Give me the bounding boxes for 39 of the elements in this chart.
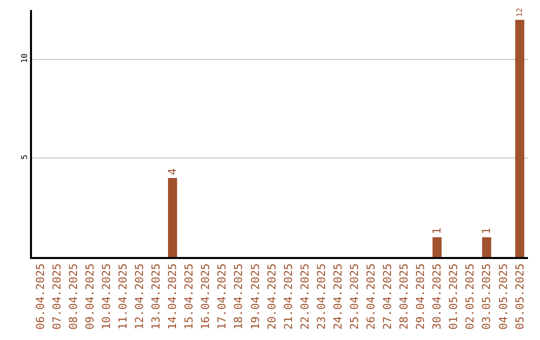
x-tick-label: 10.04.2025 (100, 263, 113, 330)
x-tick-label: 15.04.2025 (182, 263, 196, 330)
x-tick-label: 22.04.2025 (298, 263, 312, 330)
x-tick-label: 05.05.2025 (513, 263, 526, 330)
x-tick-label: 20.04.2025 (265, 263, 278, 330)
x-tick-label: 02.05.2025 (464, 263, 477, 330)
bar (482, 237, 492, 257)
data-label: 4 (166, 168, 180, 175)
x-tick-label: 01.05.2025 (447, 263, 460, 330)
data-label: 1 (430, 228, 444, 234)
x-tick-label: 27.04.2025 (381, 263, 394, 330)
x-tick-label: 04.05.2025 (496, 263, 510, 330)
x-tick-label: 28.04.2025 (398, 263, 411, 330)
x-tick-label: 23.04.2025 (314, 263, 328, 330)
x-tick-label: 24.04.2025 (331, 263, 344, 330)
bar (168, 178, 178, 257)
y-tick-label: 5 (20, 154, 29, 160)
x-tick-label: 06.04.2025 (34, 263, 47, 330)
x-tick-label: 11.04.2025 (116, 263, 130, 330)
x-tick-label: 08.04.2025 (66, 263, 80, 330)
x-tick-label: 29.04.2025 (414, 263, 428, 330)
y-tick-label: 10 (20, 53, 29, 64)
x-tick-label: 19.04.2025 (248, 263, 262, 330)
x-tick-label: 30.04.2025 (430, 263, 444, 330)
x-tick-label: 13.04.2025 (150, 263, 163, 330)
bar (515, 20, 524, 257)
x-tick-label: 14.04.2025 (166, 263, 180, 330)
x-tick-label: 17.04.2025 (216, 263, 229, 330)
bar (432, 237, 442, 257)
data-label: 1 (480, 228, 494, 234)
x-tick-label: 09.04.2025 (83, 263, 96, 330)
x-tick-label: 07.04.2025 (50, 263, 64, 330)
x-tick-label: 21.04.2025 (282, 263, 295, 330)
x-tick-label: 18.04.2025 (232, 263, 246, 330)
x-tick-label: 16.04.2025 (199, 263, 212, 330)
x-tick-label: 03.05.2025 (480, 263, 494, 330)
x-tick-label: 26.04.2025 (364, 263, 378, 330)
x-tick-label: 12.04.2025 (133, 263, 146, 330)
x-tick-label: 25.04.2025 (348, 263, 361, 330)
